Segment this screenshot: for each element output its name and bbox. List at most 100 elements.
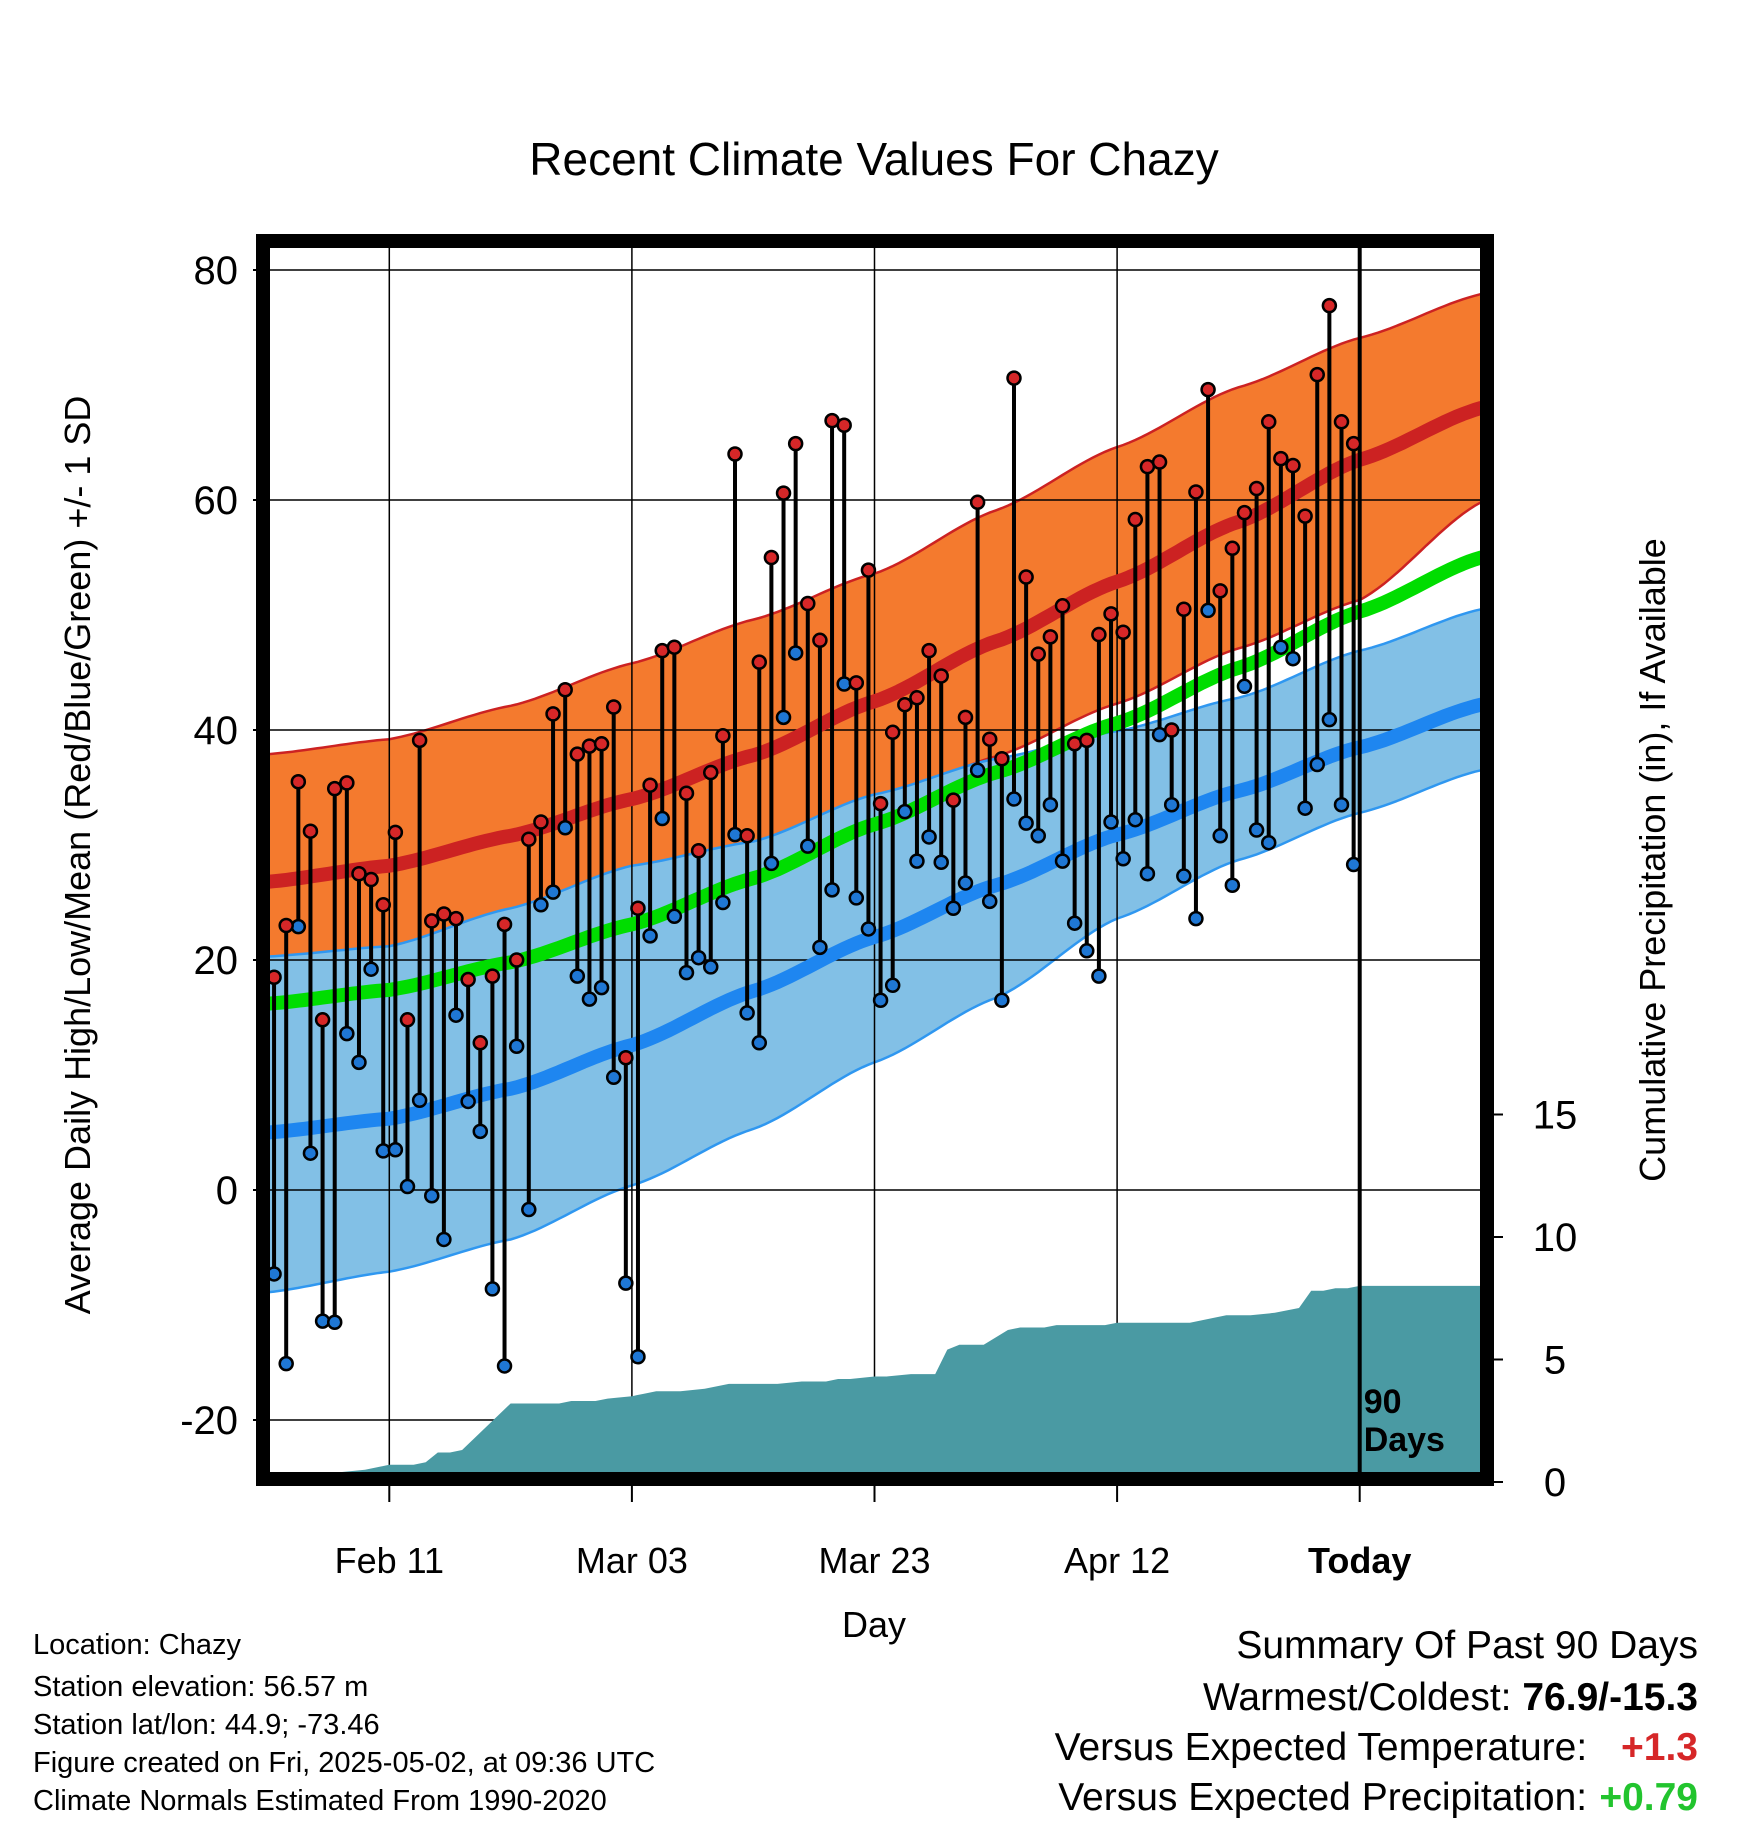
daily-low-point xyxy=(363,961,379,977)
daily-high-point xyxy=(557,682,573,698)
daily-low-point xyxy=(775,709,792,726)
daily-high-point xyxy=(1030,646,1047,662)
daily-high-point xyxy=(460,971,476,988)
daily-low-point xyxy=(1115,851,1131,867)
daily-high-point xyxy=(1042,629,1059,645)
daily-high-point xyxy=(508,952,525,968)
daily-low-point xyxy=(642,928,658,944)
daily-high-point xyxy=(1345,435,1362,452)
daily-low-point xyxy=(739,1005,755,1021)
daily-high-point xyxy=(739,828,755,844)
daily-low-point xyxy=(848,890,865,906)
daily-high-point xyxy=(278,917,294,934)
daily-high-point xyxy=(642,777,658,793)
daily-high-point xyxy=(290,774,307,790)
daily-high-point xyxy=(969,494,986,511)
daily-low-point xyxy=(593,979,610,996)
daily-high-point xyxy=(326,780,343,797)
daily-high-point xyxy=(472,1035,489,1051)
elevation-text: Station elevation: 56.57 m xyxy=(33,1671,369,1703)
daily-high-point xyxy=(727,446,743,462)
daily-high-point xyxy=(545,706,561,722)
daily-low-point xyxy=(1297,800,1313,816)
daily-high-point xyxy=(957,709,974,726)
daily-low-point xyxy=(981,893,998,910)
daily-high-point xyxy=(884,724,901,741)
daily-high-point xyxy=(1176,601,1192,617)
daily-high-point xyxy=(605,699,622,715)
y-tick-label: 80 xyxy=(194,249,239,293)
daily-low-point xyxy=(884,977,901,994)
precip-area xyxy=(336,1285,1481,1474)
daily-high-point xyxy=(1273,450,1289,467)
daily-high-point xyxy=(921,642,937,659)
today-marker-label: Days xyxy=(1364,1421,1445,1459)
daily-low-point xyxy=(630,1349,646,1365)
daily-high-point xyxy=(399,1012,416,1028)
y-tick-label: 60 xyxy=(194,479,239,523)
y-axis-label: Average Daily High/Low/Mean (Red/Blue/Gr… xyxy=(57,396,98,1315)
daily-high-point xyxy=(751,654,768,670)
y-tick-label: 0 xyxy=(216,1169,238,1213)
daily-low-point xyxy=(1030,828,1047,844)
summary-temp: Versus Expected Temperature: +1.3 xyxy=(1055,1726,1698,1770)
summary-warmest: Warmest/Coldest: 76.9/-15.3 xyxy=(1203,1676,1698,1720)
daily-high-point xyxy=(1151,454,1168,470)
daily-low-point xyxy=(339,1025,355,1042)
y-tick-label: 40 xyxy=(194,709,239,753)
daily-high-point xyxy=(1103,606,1119,622)
latlon-text: Station lat/lon: 44.9; -73.46 xyxy=(33,1709,380,1741)
daily-low-point xyxy=(800,838,816,854)
daily-low-point xyxy=(351,1054,367,1071)
daily-low-point xyxy=(278,1355,294,1372)
daily-low-point xyxy=(605,1069,622,1086)
daily-low-point xyxy=(654,810,670,827)
daily-high-point xyxy=(666,639,683,655)
daily-low-point xyxy=(812,939,828,956)
daily-high-point xyxy=(339,775,355,791)
daily-low-point xyxy=(1345,856,1362,873)
daily-high-point xyxy=(994,751,1010,767)
daily-high-point xyxy=(715,728,731,744)
temp-label: Versus Expected Temperature: xyxy=(1054,1726,1588,1769)
daily-high-point xyxy=(593,736,610,752)
daily-low-point xyxy=(1054,853,1071,869)
daily-high-point xyxy=(1212,583,1228,599)
daily-low-point xyxy=(1236,678,1253,695)
location-text: Location: Chazy xyxy=(33,1629,241,1661)
daily-low-point xyxy=(302,1145,319,1161)
daily-high-point xyxy=(1115,624,1131,640)
daily-high-point xyxy=(1285,457,1301,474)
daily-high-point xyxy=(1260,414,1277,430)
daily-low-point xyxy=(448,1007,464,1023)
daily-low-point xyxy=(1273,639,1289,655)
daily-high-point xyxy=(1127,511,1144,528)
daily-low-point xyxy=(1260,834,1277,851)
daily-high-point xyxy=(763,549,780,566)
daily-high-point xyxy=(1200,381,1216,398)
warmest-label: Warmest/Coldest: xyxy=(1203,1676,1512,1719)
daily-low-point xyxy=(897,803,913,820)
daily-high-point xyxy=(981,731,998,747)
daily-low-point xyxy=(326,1314,343,1330)
today-marker-label: 90 xyxy=(1364,1383,1402,1421)
daily-low-point xyxy=(1333,797,1350,813)
daily-low-point xyxy=(1066,915,1083,931)
daily-high-point xyxy=(484,968,501,984)
plot-frame xyxy=(256,234,1494,1486)
daily-low-point xyxy=(508,1038,525,1054)
daily-high-point xyxy=(1188,484,1204,500)
daily-low-point xyxy=(909,853,925,869)
daily-low-point xyxy=(969,762,986,778)
created-text: Figure created on Fri, 2025-05-02, at 09… xyxy=(33,1747,656,1779)
daily-high-point xyxy=(1297,508,1313,524)
daily-high-point xyxy=(521,831,537,847)
y2-tick-label: 0 xyxy=(1544,1461,1566,1505)
y-tick-label: 20 xyxy=(194,939,239,983)
daily-high-point xyxy=(581,738,598,754)
daily-low-point xyxy=(994,992,1010,1008)
daily-high-point xyxy=(1236,504,1253,521)
summary-title: Summary Of Past 90 Days xyxy=(1236,1624,1698,1667)
daily-low-point xyxy=(569,968,586,984)
